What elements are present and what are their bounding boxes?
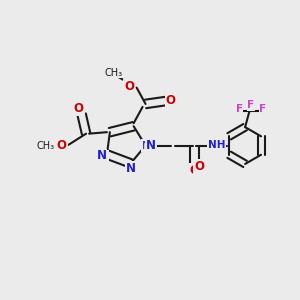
- Text: O: O: [194, 160, 204, 173]
- Text: O: O: [124, 80, 134, 93]
- Text: N: N: [99, 151, 107, 161]
- Text: N: N: [127, 162, 136, 172]
- Text: F: F: [248, 100, 255, 110]
- Text: N: N: [142, 140, 150, 151]
- Text: CH₃: CH₃: [37, 140, 55, 151]
- Text: N: N: [97, 149, 106, 162]
- Text: O: O: [166, 94, 176, 107]
- Text: N: N: [146, 139, 156, 152]
- Text: NH: NH: [208, 140, 226, 150]
- Text: CH₃: CH₃: [104, 68, 122, 78]
- Text: O: O: [190, 164, 200, 177]
- Text: N: N: [126, 162, 136, 175]
- Text: O: O: [74, 102, 84, 115]
- Text: O: O: [57, 139, 67, 152]
- Text: F: F: [236, 104, 243, 114]
- Text: F: F: [260, 104, 266, 114]
